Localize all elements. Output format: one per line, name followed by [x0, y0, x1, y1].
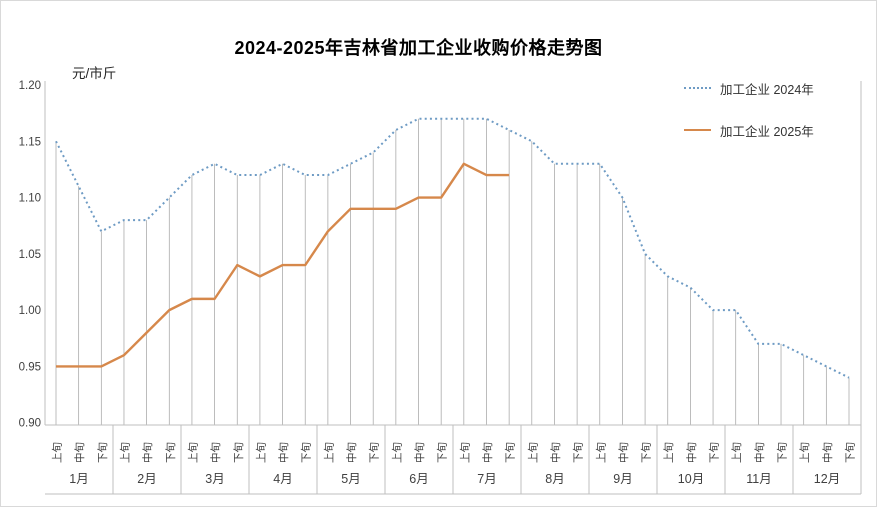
- month-label: 3月: [205, 472, 224, 486]
- legend-dotted-line-swatch: [684, 87, 711, 89]
- x-period-label: 下旬: [776, 442, 789, 463]
- x-period-label: 中旬: [141, 442, 154, 463]
- month-label: 9月: [613, 472, 632, 486]
- x-period-label: 下旬: [844, 442, 857, 463]
- y-tick-label: 1.05: [19, 249, 41, 261]
- x-period-label: 下旬: [640, 442, 653, 463]
- x-period-label: 下旬: [368, 442, 381, 463]
- month-label: 6月: [409, 472, 428, 486]
- x-period-label: 中旬: [73, 442, 86, 463]
- x-period-label: 上旬: [51, 442, 64, 463]
- x-period-label: 下旬: [164, 442, 177, 463]
- legend-item-2025: 加工企业 2025年: [684, 121, 814, 139]
- month-label: 2月: [137, 472, 156, 486]
- x-period-label: 上旬: [390, 442, 403, 463]
- series-2025-line: [56, 162, 510, 368]
- chart-title: 2024-2025年吉林省加工企业收购价格走势图: [234, 38, 603, 58]
- x-period-label: 中旬: [685, 442, 698, 463]
- x-period-label: 中旬: [821, 442, 834, 463]
- y-axis-unit-label: 元/市斤: [72, 66, 117, 81]
- x-period-label: 上旬: [186, 442, 199, 463]
- x-period-label: 中旬: [617, 442, 630, 463]
- x-period-label: 上旬: [526, 442, 539, 463]
- x-period-label: 上旬: [118, 442, 131, 463]
- month-label: 12月: [814, 472, 840, 486]
- x-period-label: 中旬: [209, 442, 222, 463]
- x-period-label: 中旬: [481, 442, 494, 463]
- x-period-label: 下旬: [96, 442, 109, 463]
- y-tick-label: 1.20: [19, 80, 41, 92]
- legend-item-2024: 加工企业 2024年: [684, 79, 814, 97]
- legend-label-2024: 加工企业 2024年: [720, 82, 814, 97]
- month-label: 5月: [341, 472, 360, 486]
- x-period-label: 中旬: [413, 442, 426, 463]
- month-label: 11月: [746, 472, 771, 486]
- y-tick-label: 0.90: [19, 418, 41, 430]
- month-label: 8月: [545, 472, 564, 486]
- y-tick-label: 0.95: [19, 361, 41, 373]
- x-period-label: 上旬: [254, 442, 267, 463]
- legend-label-2025: 加工企业 2025年: [720, 124, 814, 139]
- month-label: 4月: [273, 472, 292, 486]
- x-period-label: 中旬: [277, 442, 290, 463]
- x-period-label: 下旬: [572, 442, 585, 463]
- legend-solid-line-swatch: [684, 129, 711, 131]
- series-2024-line: [55, 117, 850, 379]
- x-period-label: 上旬: [594, 442, 607, 463]
- x-period-label: 上旬: [458, 442, 471, 463]
- y-tick-label: 1.10: [19, 193, 41, 205]
- x-period-label: 下旬: [300, 442, 313, 463]
- month-label: 7月: [477, 472, 496, 486]
- x-period-label: 下旬: [232, 442, 245, 463]
- y-tick-label: 1.00: [19, 305, 41, 317]
- x-period-label: 中旬: [345, 442, 358, 463]
- x-period-label: 上旬: [730, 442, 743, 463]
- month-label: 10月: [678, 472, 704, 486]
- x-period-label: 下旬: [504, 442, 517, 463]
- x-period-label: 中旬: [549, 442, 562, 463]
- x-period-label: 下旬: [436, 442, 449, 463]
- y-tick-label: 1.15: [19, 136, 41, 148]
- x-period-label: 上旬: [798, 442, 811, 463]
- x-period-label: 中旬: [753, 442, 766, 463]
- legend: 加工企业 2024年 加工企业 2025年: [684, 79, 814, 163]
- x-period-label: 上旬: [662, 442, 675, 463]
- month-label: 1月: [69, 472, 88, 486]
- x-period-label: 下旬: [708, 442, 721, 463]
- x-period-label: 上旬: [322, 442, 335, 463]
